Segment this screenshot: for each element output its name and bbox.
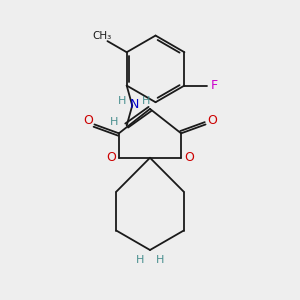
Text: O: O bbox=[207, 113, 217, 127]
Text: H: H bbox=[141, 96, 150, 106]
Text: H: H bbox=[156, 255, 164, 265]
Text: H: H bbox=[118, 96, 126, 106]
Text: O: O bbox=[83, 113, 93, 127]
Text: O: O bbox=[184, 151, 194, 164]
Text: F: F bbox=[211, 79, 218, 92]
Text: H: H bbox=[136, 255, 144, 265]
Text: H: H bbox=[110, 117, 119, 127]
Text: CH₃: CH₃ bbox=[92, 31, 112, 40]
Text: O: O bbox=[106, 151, 116, 164]
Text: N: N bbox=[130, 98, 139, 111]
